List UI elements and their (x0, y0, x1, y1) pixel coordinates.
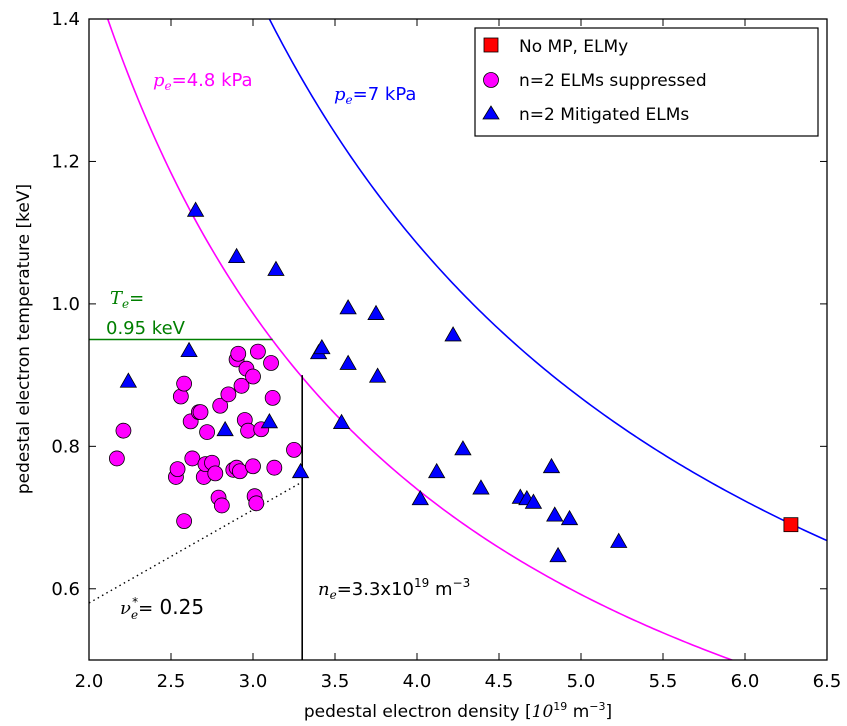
mitigated-point (444, 326, 462, 342)
legend: No MP, ELMy n=2 ELMs suppressed n=2 Miti… (474, 27, 819, 137)
suppressed-point (220, 386, 237, 403)
mitigated-point (427, 462, 446, 479)
x-tick-label: 4.5 (485, 671, 514, 692)
y-tick-label: 1.4 (51, 9, 80, 30)
y-axis-title: pedestal electron temperature [keV] (14, 184, 34, 494)
legend-marker-no-mp (483, 37, 499, 53)
curve-label-7: pe=7 kPa (334, 84, 416, 107)
mitigated-point (227, 247, 246, 263)
suppressed-point (250, 343, 266, 360)
suppressed-point (115, 422, 132, 439)
no-mp-point (783, 517, 799, 533)
mitigated-point (339, 299, 357, 315)
mitigated-point (339, 354, 357, 370)
suppressed-point (169, 461, 186, 478)
mitigated-point (454, 440, 472, 456)
mitigated-point (313, 338, 331, 355)
mitigated-point (332, 413, 351, 429)
suppressed-point (233, 377, 250, 394)
legend-label-suppressed: n=2 ELMs suppressed (519, 71, 707, 91)
mitigated-point (260, 413, 279, 429)
x-tick-label: 2.5 (157, 671, 186, 692)
mitigated-point (472, 479, 490, 495)
y-tick-label: 1.2 (51, 151, 80, 172)
suppressed-point (176, 513, 193, 530)
x-tick-label: 6.5 (813, 671, 842, 692)
suppressed-point (207, 465, 224, 482)
x-tick-label: 3.0 (239, 671, 268, 692)
suppressed-point (245, 368, 261, 385)
legend-box (474, 27, 819, 137)
plot-frame (88, 18, 828, 661)
suppressed-point (240, 422, 256, 439)
te-label-line1: Te= (110, 288, 144, 311)
curve-label-4-8: pe=4.8 kPa (153, 70, 253, 93)
suppressed-point (264, 390, 281, 406)
x-tick-label: 6.0 (731, 671, 760, 692)
suppressed-point (176, 375, 193, 392)
ne-label: ne=3.3x1019 m−3 (318, 576, 470, 602)
mitigated-point (367, 304, 385, 320)
x-tick-label: 4.0 (403, 671, 432, 692)
mitigated-point (119, 372, 138, 388)
x-tick-label: 3.5 (321, 671, 350, 692)
axis-ticks: 2.0 2.5 3.0 3.5 4.0 4.5 5.0 5.5 6.0 6.5 0.6 0.8 1.0 1… (51, 9, 841, 692)
y-tick-label: 0.6 (51, 579, 80, 600)
mitigated-point (291, 462, 310, 479)
mitigated-point (216, 420, 234, 437)
te-label-line2: 0.95 keV (106, 318, 186, 339)
legend-label-no-mp: No MP, ELMy (519, 37, 628, 57)
mitigated-point (368, 367, 387, 383)
suppressed-point (248, 495, 265, 512)
y-tick-label: 1.0 (51, 294, 80, 315)
mitigated-point (524, 493, 543, 509)
plot-area (89, 19, 827, 660)
nu-reference-line (89, 481, 303, 604)
mitigated-point (186, 201, 205, 217)
y-tick-label: 0.8 (51, 436, 80, 457)
suppressed-point (192, 404, 209, 421)
mitigated-point (180, 341, 198, 358)
isobar-curve-7 (268, 19, 827, 542)
suppressed-point (245, 458, 261, 475)
suppressed-point (266, 459, 283, 476)
suppressed-point (230, 345, 247, 362)
legend-marker-mitigated (482, 105, 500, 120)
legend-marker-suppressed (483, 72, 499, 88)
legend-label-mitigated: n=2 Mitigated ELMs (519, 105, 689, 125)
suppressed-point (263, 355, 279, 371)
suppressed-point (108, 450, 125, 467)
mitigated-point (411, 489, 429, 506)
suppressed-point (184, 450, 201, 467)
suppressed-point (286, 441, 302, 458)
suppressed-point (212, 397, 229, 414)
x-tick-label: 2.0 (75, 671, 104, 692)
mitigated-point (549, 546, 567, 563)
mitigated-point (542, 457, 561, 474)
mitigated-point (546, 506, 564, 522)
mitigated-point (267, 260, 285, 276)
x-tick-label: 5.0 (567, 671, 596, 692)
x-axis-title: pedestal electron density [1019 m−3] (304, 700, 612, 722)
x-tick-label: 5.5 (649, 671, 678, 692)
nu-label: νe*= 0.25 (120, 595, 204, 622)
suppressed-point (213, 497, 230, 514)
suppressed-point (199, 424, 215, 440)
mitigated-point (610, 532, 628, 548)
isobar-curve-4-8 (106, 19, 735, 660)
data-markers (108, 201, 799, 563)
mitigated-point (560, 509, 579, 526)
